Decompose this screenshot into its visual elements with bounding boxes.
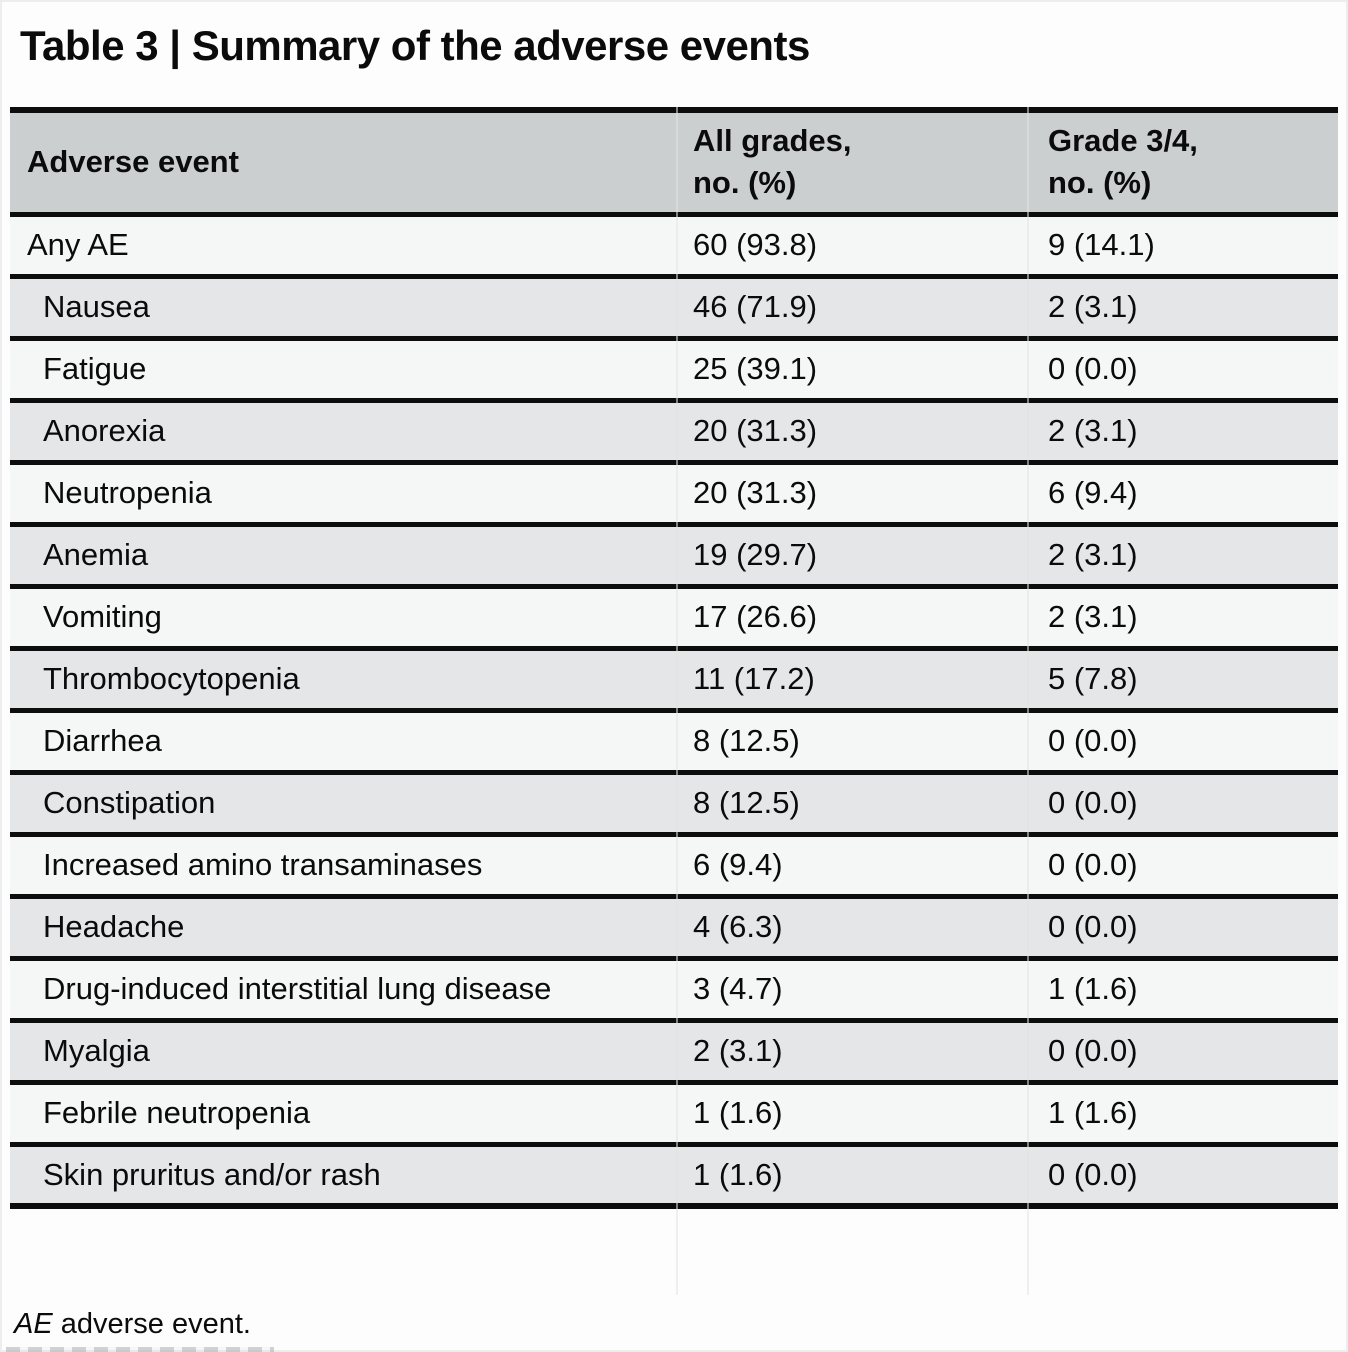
event-cell: Febrile neutropenia [10, 1082, 677, 1147]
all-grades-cell: 19 (29.7) [677, 524, 1028, 589]
footnote-definition: adverse event. [52, 1308, 251, 1340]
table-title: Table 3 | Summary of the adverse events [20, 22, 810, 69]
grade-3-4-cell: 0 (0.0) [1028, 1020, 1338, 1085]
table-row: Anemia 19 (29.7) 2 (3.1) [10, 524, 1338, 589]
col-header-line: no. (%) [1048, 165, 1152, 201]
grade-3-4-cell: 0 (0.0) [1028, 834, 1338, 899]
event-cell: Anemia [10, 524, 677, 589]
table-row: Increased amino transaminases 6 (9.4) 0 (0… [10, 834, 1338, 899]
grade-3-4-cell: 6 (9.4) [1028, 462, 1338, 527]
table-footnote: AE adverse event. [14, 1308, 251, 1341]
event-cell: Nausea [10, 276, 677, 341]
event-cell: Anorexia [10, 400, 677, 465]
all-grades-cell: 3 (4.7) [677, 958, 1028, 1023]
grade-3-4-cell: 1 (1.6) [1028, 1082, 1338, 1147]
col-header-line: All grades, [693, 123, 852, 159]
all-grades-cell: 1 (1.6) [677, 1082, 1028, 1147]
event-cell: Constipation [10, 772, 677, 837]
col-header-label: Adverse event [27, 144, 239, 180]
table-row: Vomiting 17 (26.6) 2 (3.1) [10, 586, 1338, 651]
grade-3-4-cell: 0 (0.0) [1048, 1156, 1138, 1192]
table-row: Neutropenia 20 (31.3) 6 (9.4) [10, 462, 1338, 527]
grade-3-4-cell: 0 (0.0) [1028, 338, 1338, 403]
grade-3-4-cell: 2 (3.1) [1028, 586, 1338, 651]
table-row: Nausea 46 (71.9) 2 (3.1) [10, 276, 1338, 341]
event-cell: Increased amino transaminases [10, 834, 677, 899]
event-cell: Any AE [10, 214, 677, 279]
all-grades-cell: 46 (71.9) [677, 276, 1028, 341]
all-grades-cell: 1 (1.6) [693, 1156, 783, 1192]
table-row: Febrile neutropenia 1 (1.6) 1 (1.6) [10, 1082, 1338, 1147]
grade-3-4-cell: 0 (0.0) [1028, 772, 1338, 837]
col-header-line: Grade 3/4, [1048, 123, 1198, 159]
table-row: Diarrhea 8 (12.5) 0 (0.0) [10, 710, 1338, 775]
grade-3-4-cell: 2 (3.1) [1028, 276, 1338, 341]
table-row: Drug-induced interstitial lung disease 3 … [10, 958, 1338, 1023]
all-grades-cell: 8 (12.5) [677, 710, 1028, 775]
event-cell: Skin pruritus and/or rash [43, 1156, 381, 1192]
all-grades-cell: 20 (31.3) [677, 400, 1028, 465]
data-table: Adverse event All grades, no. (%) Grade … [10, 107, 1338, 1209]
event-cell: Thrombocytopenia [10, 648, 677, 713]
col-header-line: no. (%) [693, 165, 797, 201]
grade-3-4-cell: 9 (14.1) [1028, 214, 1338, 279]
event-cell: Drug-induced interstitial lung disease [10, 958, 677, 1023]
grade-3-4-cell: 0 (0.0) [1028, 896, 1338, 961]
all-grades-cell: 17 (26.6) [677, 586, 1028, 651]
all-grades-cell: 60 (93.8) [677, 214, 1028, 279]
col-header-all-grades: All grades, no. (%) [677, 110, 1028, 217]
table-row: Fatigue 25 (39.1) 0 (0.0) [10, 338, 1338, 403]
all-grades-cell: 8 (12.5) [677, 772, 1028, 837]
all-grades-cell: 11 (17.2) [677, 648, 1028, 713]
event-cell: Fatigue [10, 338, 677, 403]
event-cell: Neutropenia [10, 462, 677, 527]
grade-3-4-cell: 5 (7.8) [1028, 648, 1338, 713]
table-row: Myalgia 2 (3.1) 0 (0.0) [10, 1020, 1338, 1085]
header-row: Adverse event All grades, no. (%) Grade … [10, 110, 1338, 217]
table-row: Headache 4 (6.3) 0 (0.0) [10, 896, 1338, 961]
table-row: Skin pruritus and/or rash 1 (1.6) 0 (0.0) [10, 1144, 1338, 1206]
col-header-adverse-event: Adverse event [10, 110, 677, 217]
event-cell: Myalgia [10, 1020, 677, 1085]
grade-3-4-cell: 0 (0.0) [1028, 710, 1338, 775]
all-grades-cell: 6 (9.4) [677, 834, 1028, 899]
table-row: Any AE 60 (93.8) 9 (14.1) [10, 214, 1338, 279]
grade-3-4-cell: 1 (1.6) [1028, 958, 1338, 1023]
cutoff-text-artifact [6, 1347, 274, 1352]
table-row: Thrombocytopenia 11 (17.2) 5 (7.8) [10, 648, 1338, 713]
all-grades-cell: 20 (31.3) [677, 462, 1028, 527]
adverse-events-table: Adverse event All grades, no. (%) Grade … [10, 107, 1338, 1295]
all-grades-cell: 4 (6.3) [677, 896, 1028, 961]
footnote-abbreviation: AE [14, 1308, 53, 1340]
all-grades-cell: 25 (39.1) [677, 338, 1028, 403]
grade-3-4-cell: 2 (3.1) [1028, 400, 1338, 465]
event-cell: Diarrhea [10, 710, 677, 775]
event-cell: Vomiting [10, 586, 677, 651]
col-header-grade-3-4: Grade 3/4, no. (%) [1028, 110, 1338, 217]
table-row: Anorexia 20 (31.3) 2 (3.1) [10, 400, 1338, 465]
event-cell: Headache [10, 896, 677, 961]
all-grades-cell: 2 (3.1) [677, 1020, 1028, 1085]
grade-3-4-cell: 2 (3.1) [1028, 524, 1338, 589]
table-row: Constipation 8 (12.5) 0 (0.0) [10, 772, 1338, 837]
